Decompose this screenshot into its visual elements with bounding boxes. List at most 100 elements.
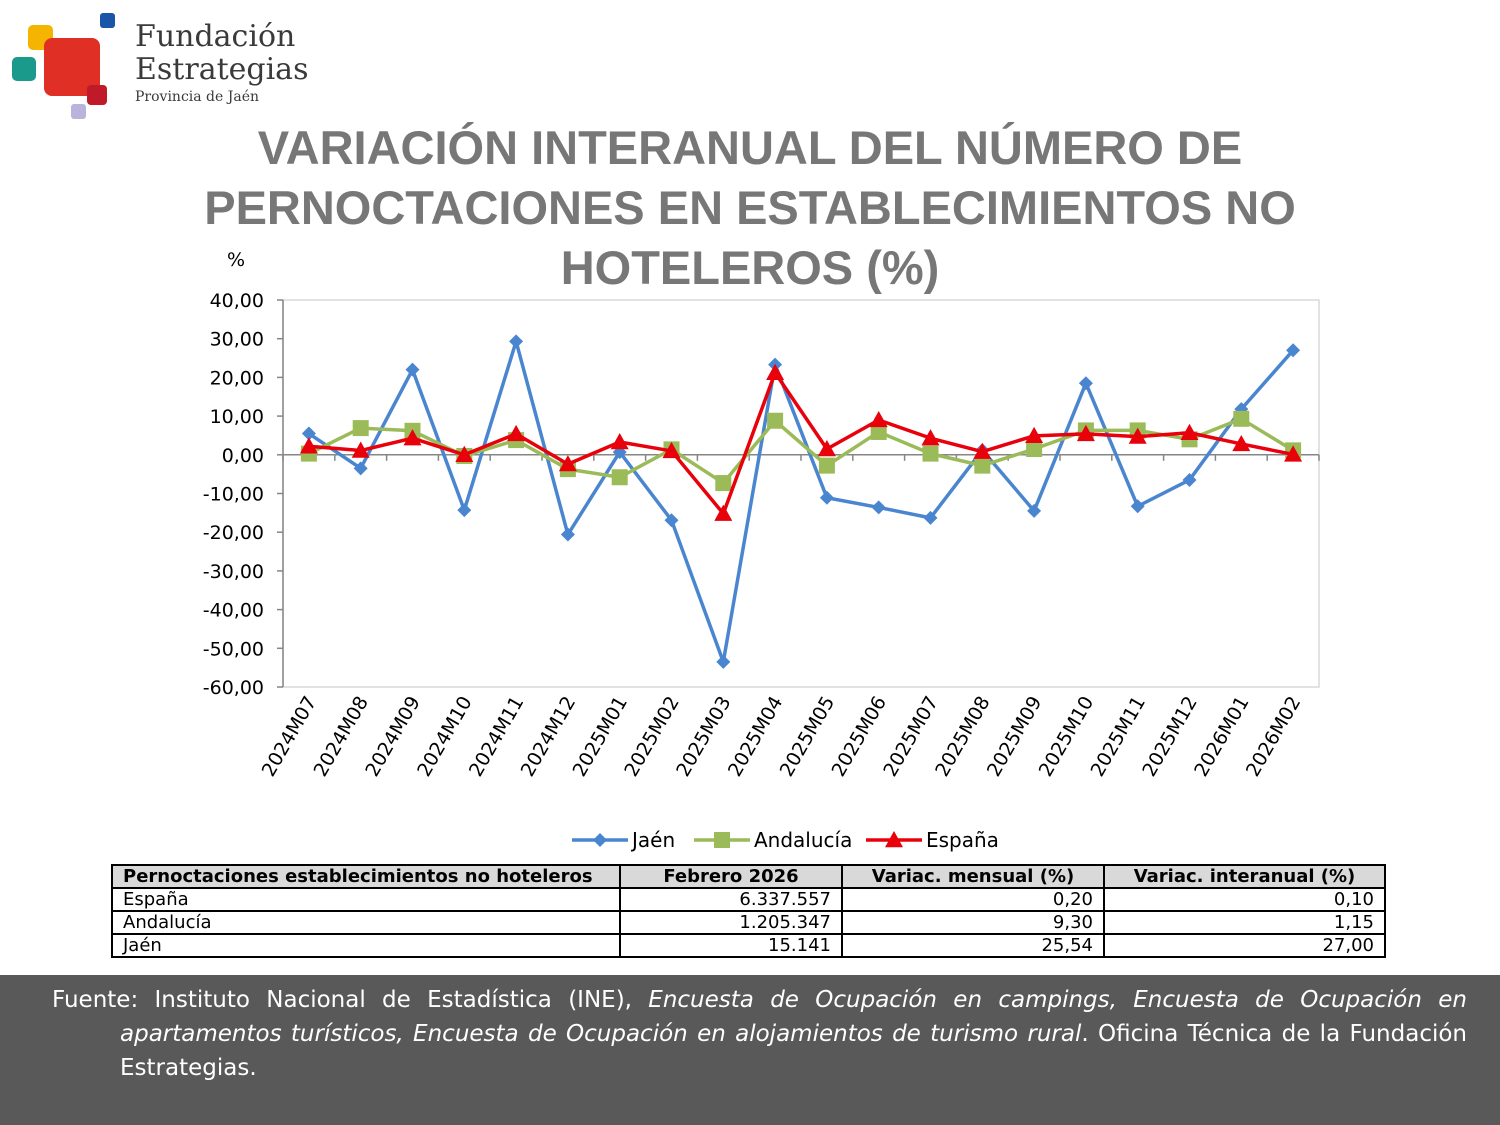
data-point-espana (403, 429, 422, 446)
data-point-andalucia (974, 457, 991, 474)
table-cell: 0,10 (1103, 887, 1386, 912)
data-point-espana (558, 455, 577, 472)
table-cell: 15.141 (619, 933, 843, 958)
table-cell: España (111, 887, 621, 912)
data-point-espana (1284, 445, 1303, 462)
header-cell: Variac. mensual (%) (841, 864, 1105, 889)
y-tick-label: 0,00 (222, 445, 264, 467)
summary-table: Pernoctaciones establecimientos no hotel… (111, 864, 1386, 958)
table-cell: 1,15 (1103, 910, 1386, 935)
y-tick-label: -60,00 (203, 677, 264, 699)
data-point-jaen (716, 654, 731, 669)
data-point-jaen (1130, 499, 1145, 514)
data-point-jaen (560, 527, 575, 542)
source-lead: Fuente: Instituto Nacional de Estadístic… (52, 987, 649, 1013)
logo-line-3: Provincia de Jaén (135, 89, 260, 105)
data-point-espana (1076, 424, 1095, 442)
legend-label-espana: España (926, 828, 999, 852)
data-point-espana (507, 424, 526, 442)
data-point-jaen (819, 490, 834, 505)
y-tick-label: -10,00 (203, 484, 264, 506)
y-tick-label: -40,00 (203, 600, 264, 622)
data-point-jaen (509, 334, 524, 349)
source-tail: . Oficina Técnica de la Fundación Estrat… (120, 1021, 1467, 1081)
data-point-jaen (1027, 503, 1042, 518)
data-point-jaen (1182, 472, 1197, 487)
y-tick-label: 40,00 (210, 290, 264, 312)
series-line-jaen (307, 339, 1295, 664)
data-point-espana (1128, 427, 1147, 444)
table-row: Jaén 15.141 25,54 27,00 (111, 933, 1386, 958)
data-point-jaen (871, 500, 886, 515)
logo-line-1: Fundación (135, 19, 296, 54)
data-point-andalucia (1233, 410, 1250, 427)
data-point-espana (714, 504, 733, 521)
data-point-espana (817, 439, 836, 457)
data-point-andalucia (715, 475, 732, 492)
y-axis-label: % (227, 249, 245, 271)
legend-marker-jaen (593, 833, 607, 847)
logo-line-2: Estrategias (135, 52, 309, 87)
data-point-jaen (301, 426, 316, 441)
table-cell: Jaén (111, 933, 621, 958)
data-point-espana (455, 445, 474, 462)
legend-label-andalucia: Andalucía (754, 828, 852, 852)
series-line-andalucia (308, 417, 1295, 485)
data-point-espana (1232, 434, 1251, 452)
table-cell: 25,54 (841, 933, 1105, 958)
source-surveys: Encuesta de Ocupación en campings, Encue… (120, 987, 1467, 1047)
data-point-andalucia (767, 412, 784, 429)
y-tick-label: -20,00 (203, 522, 264, 544)
logo: Fundación Estrategias Provincia de Jaén (0, 0, 320, 125)
y-tick-label: 20,00 (210, 367, 264, 389)
data-point-espana (973, 442, 992, 459)
data-point-jaen (923, 510, 938, 525)
data-point-jaen (405, 362, 420, 377)
data-point-andalucia (352, 420, 369, 437)
logo-text: Fundación Estrategias Provincia de Jaén (135, 20, 308, 108)
source-note: Fuente: Instituto Nacional de Estadístic… (52, 983, 1467, 1085)
table-cell: 0,20 (841, 887, 1105, 912)
data-point-espana (869, 410, 888, 428)
table-cell: 1.205.347 (619, 910, 843, 935)
data-point-espana (1180, 423, 1199, 440)
data-point-jaen (1286, 343, 1301, 358)
y-tick-label: -50,00 (203, 638, 264, 660)
table-cell: Andalucía (111, 910, 621, 935)
summary-table-container: Pernoctaciones establecimientos no hotel… (111, 864, 1386, 958)
data-point-espana (662, 441, 681, 459)
table-row: España 6.337.557 0,20 0,10 (111, 887, 1386, 912)
data-point-espana (299, 437, 318, 454)
data-point-espana (351, 441, 370, 458)
header-cell: Febrero 2026 (619, 864, 843, 889)
data-point-espana (766, 363, 785, 380)
header-cell: Variac. interanual (%) (1103, 864, 1386, 889)
legend-marker-espana (885, 831, 903, 848)
source-footer: Fuente: Instituto Nacional de Estadístic… (0, 975, 1500, 1125)
data-point-andalucia (818, 457, 835, 474)
y-tick-label: 30,00 (210, 329, 264, 351)
line-chart: 40,00 30,00 20,00 10,00 0,00 -10,00 -20,00 -30,… (203, 249, 1320, 852)
y-tick-label: 10,00 (210, 406, 264, 428)
logo-mark-icon (12, 13, 115, 119)
legend-label-jaen: Jaén (630, 828, 675, 852)
table-cell: 27,00 (1103, 933, 1386, 958)
y-tick-label: -30,00 (203, 561, 264, 583)
table-cell: 9,30 (841, 910, 1105, 935)
data-point-jaen (664, 513, 679, 528)
data-point-jaen (1078, 376, 1093, 391)
legend-marker-andalucia (714, 832, 730, 848)
table-row: Andalucía 1.205.347 9,30 1,15 (111, 910, 1386, 935)
data-point-espana (610, 433, 629, 450)
data-point-espana (921, 429, 940, 446)
data-point-andalucia (922, 445, 939, 462)
table-cell: 6.337.557 (619, 887, 843, 912)
table-header-row: Pernoctaciones establecimientos no hotel… (111, 864, 1386, 889)
header-cell: Pernoctaciones establecimientos no hotel… (111, 864, 621, 889)
series-line-espana (308, 371, 1294, 516)
page-title: VARIACIÓN INTERANUAL DEL NÚMERO DE PERNO… (204, 121, 1296, 294)
data-point-jaen (457, 503, 472, 518)
data-point-andalucia (611, 469, 628, 486)
data-point-espana (1025, 426, 1044, 444)
data-point-andalucia (1026, 440, 1043, 457)
